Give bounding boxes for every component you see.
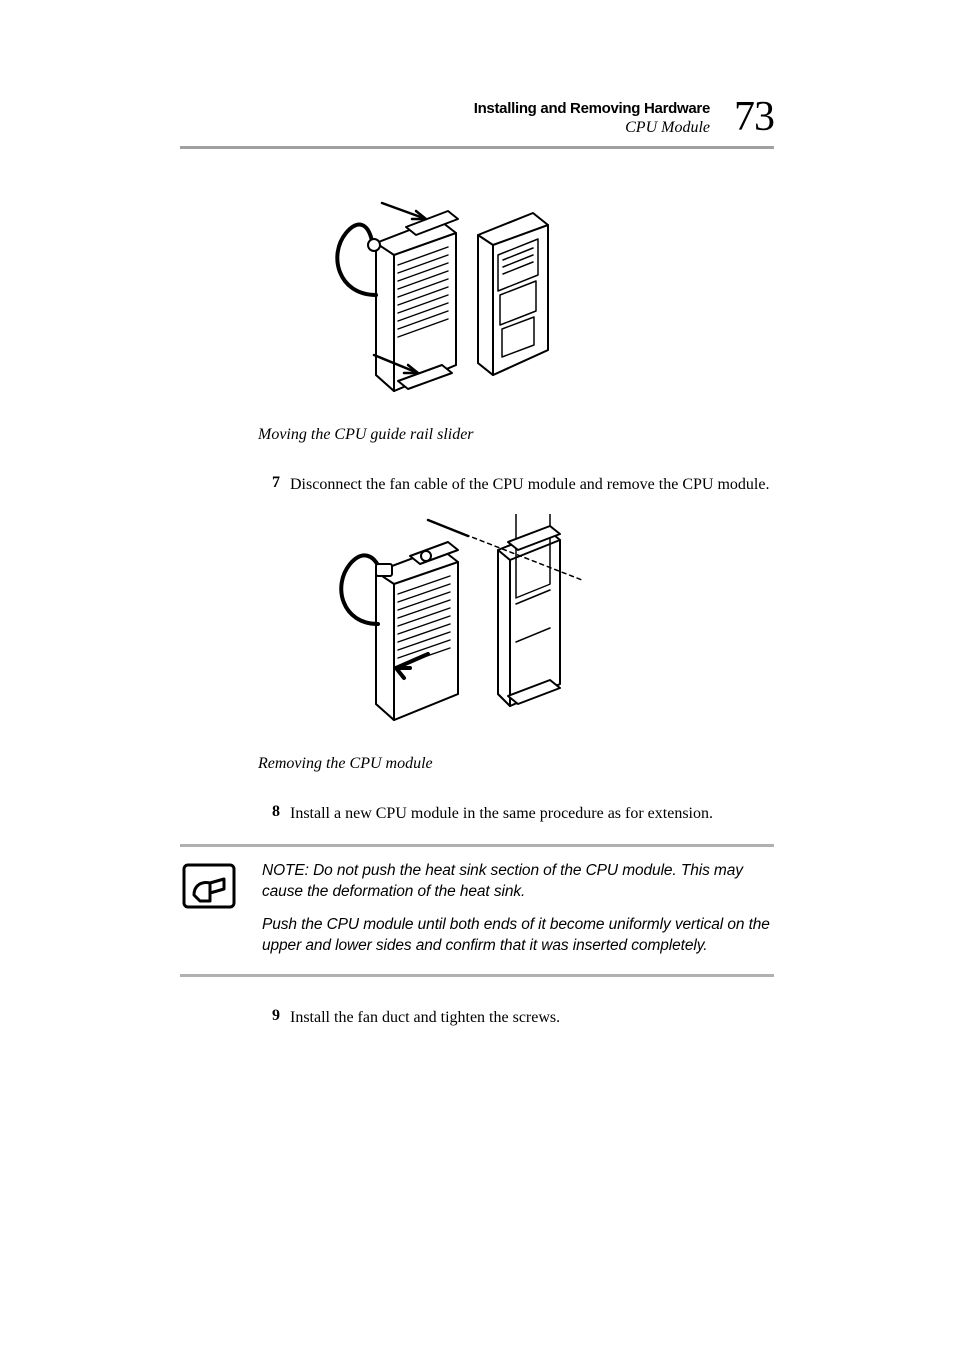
step-8: 8 Install a new CPU module in the same p… (258, 803, 774, 825)
cpu-guide-rail-illustration (298, 195, 568, 405)
note-icon (180, 861, 238, 957)
step-7: 7 Disconnect the fan cable of the CPU mo… (258, 474, 774, 496)
note-text: NOTE: Do not push the heat sink section … (262, 861, 774, 957)
header-rule (180, 146, 774, 149)
section-title: CPU Module (474, 118, 710, 137)
cpu-remove-illustration (298, 514, 598, 734)
page-number: 73 (734, 96, 774, 138)
content-column: Moving the CPU guide rail slider 7 Disco… (180, 195, 774, 1030)
figure-remove-module (298, 514, 774, 739)
page-header: Installing and Removing Hardware CPU Mod… (180, 96, 774, 138)
page: Installing and Removing Hardware CPU Mod… (0, 0, 954, 1108)
note-paragraph-2: Push the CPU module until both ends of i… (262, 915, 774, 957)
step-number: 9 (258, 1007, 280, 1029)
step-9: 9 Install the fan duct and tighten the s… (258, 1007, 774, 1029)
step-text: Disconnect the fan cable of the CPU modu… (290, 474, 769, 496)
note-block: NOTE: Do not push the heat sink section … (180, 844, 774, 978)
figure-caption-2: Removing the CPU module (258, 755, 774, 773)
step-text: Install the fan duct and tighten the scr… (290, 1007, 560, 1029)
step-number: 7 (258, 474, 280, 496)
figure-caption-1: Moving the CPU guide rail slider (258, 426, 774, 444)
chapter-title: Installing and Removing Hardware (474, 100, 710, 118)
header-text-block: Installing and Removing Hardware CPU Mod… (474, 96, 710, 137)
figure-guide-rail (298, 195, 774, 410)
step-text: Install a new CPU module in the same pro… (290, 803, 713, 825)
note-paragraph-1: NOTE: Do not push the heat sink section … (262, 861, 774, 903)
step-number: 8 (258, 803, 280, 825)
